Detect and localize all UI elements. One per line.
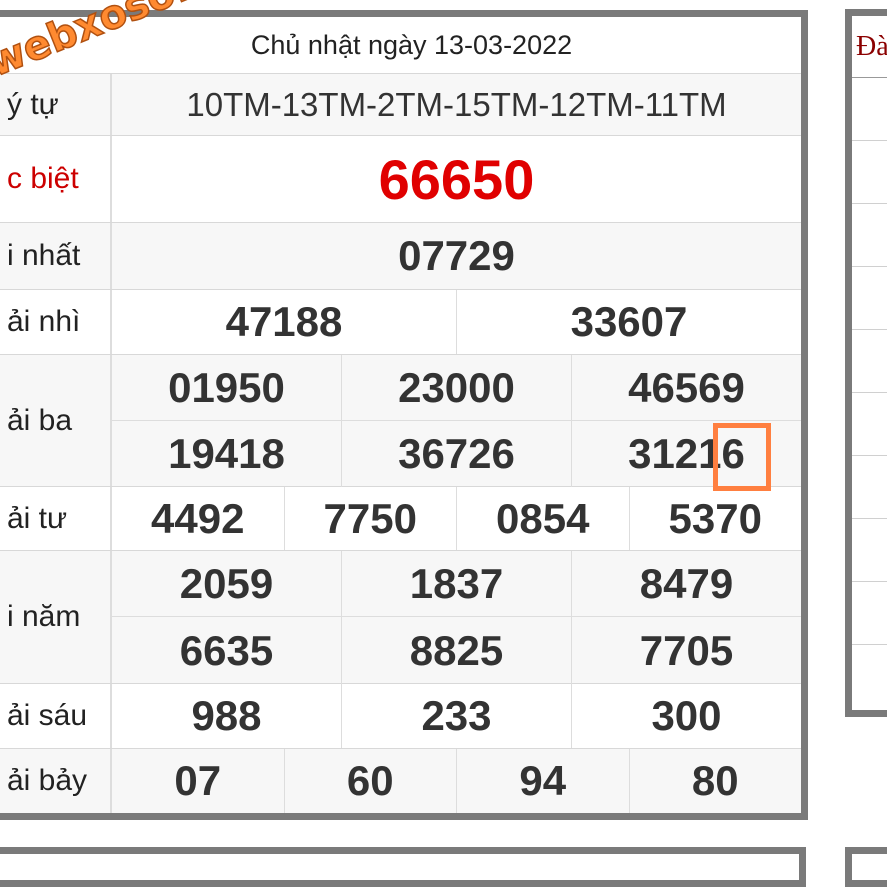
row-sau: ải sáu 988 233 300 — [0, 684, 801, 749]
side-row — [852, 582, 887, 645]
row-ky-tu: ý tự 10TM-13TM-2TM-15TM-12TM-11TM — [0, 74, 801, 136]
row-tu: ải tư 4492 7750 0854 5370 — [0, 487, 801, 551]
draw-date: Chủ nhật ngày 13-03-2022 — [250, 29, 573, 60]
label-ky-tu: ý tự — [0, 74, 112, 135]
prize-value: 31216 — [628, 430, 745, 477]
side-header: Đà — [852, 16, 887, 78]
prize-value: 8825 — [342, 617, 572, 684]
prize-value: 47188 — [112, 290, 457, 354]
date-header: Chủ nhật ngày 13-03-2022 — [0, 17, 801, 74]
side-row — [852, 456, 887, 519]
prize-value: 0854 — [457, 487, 630, 550]
side-table: Đà — [845, 9, 887, 717]
highlight-box — [713, 423, 771, 491]
row-dac-biet: c biệt 66650 — [0, 136, 801, 223]
prize-value: 300 — [651, 692, 722, 739]
row-nam: i năm 2059 1837 8479 6635 8825 7705 — [0, 551, 801, 684]
label-nam: i năm — [0, 551, 112, 683]
prize-value: 80 — [691, 757, 739, 804]
prize-value: 7750 — [285, 487, 457, 550]
prize-value: 01950 — [112, 355, 342, 420]
row-bay: ải bảy 07 60 94 80 — [0, 749, 801, 813]
prize-value: 8479 — [639, 559, 734, 607]
prize-value: 07 — [112, 749, 285, 813]
prize-value: 33607 — [570, 298, 688, 345]
prize-value: 1837 — [342, 551, 572, 616]
side-row — [852, 330, 887, 393]
prize-value: 5370 — [668, 494, 762, 542]
label-nhi: ải nhì — [0, 290, 112, 354]
prize-value: 94 — [457, 749, 630, 813]
prize-value: 36726 — [342, 421, 572, 487]
results-table: Chủ nhật ngày 13-03-2022 ý tự 10TM-13TM-… — [0, 10, 808, 820]
side-row — [852, 141, 887, 204]
row-nhat: i nhất 07729 — [0, 223, 801, 290]
special-prize: 66650 — [378, 147, 535, 211]
prize-value: 2059 — [112, 551, 342, 616]
prize-value: 233 — [342, 684, 572, 748]
next-table — [0, 847, 806, 887]
label-ba: ải ba — [0, 355, 112, 486]
row-nhi: ải nhì 47188 33607 — [0, 290, 801, 355]
prize-value: 988 — [112, 684, 342, 748]
ky-tu-value: 10TM-13TM-2TM-15TM-12TM-11TM — [186, 85, 727, 123]
prize-value: 46569 — [628, 363, 745, 411]
side-row — [852, 78, 887, 141]
label-bay: ải bảy — [0, 749, 112, 813]
prize-value: 7705 — [639, 626, 734, 674]
label-dac-biet: c biệt — [0, 136, 112, 222]
label-tu: ải tư — [0, 487, 112, 550]
prize-value: 4492 — [112, 487, 285, 550]
side-row — [852, 393, 887, 456]
prize-value: 19418 — [112, 421, 342, 487]
label-nhat: i nhất — [0, 223, 112, 289]
prize-value: 23000 — [342, 355, 572, 420]
prize-value: 07729 — [398, 232, 515, 279]
next-side-table — [845, 847, 887, 887]
prize-value: 6635 — [112, 617, 342, 684]
side-row — [852, 519, 887, 582]
side-row — [852, 204, 887, 267]
prize-value: 60 — [285, 749, 457, 813]
row-ba: ải ba 01950 23000 46569 19418 36726 3121… — [0, 355, 801, 487]
label-sau: ải sáu — [0, 684, 112, 748]
side-row — [852, 267, 887, 330]
